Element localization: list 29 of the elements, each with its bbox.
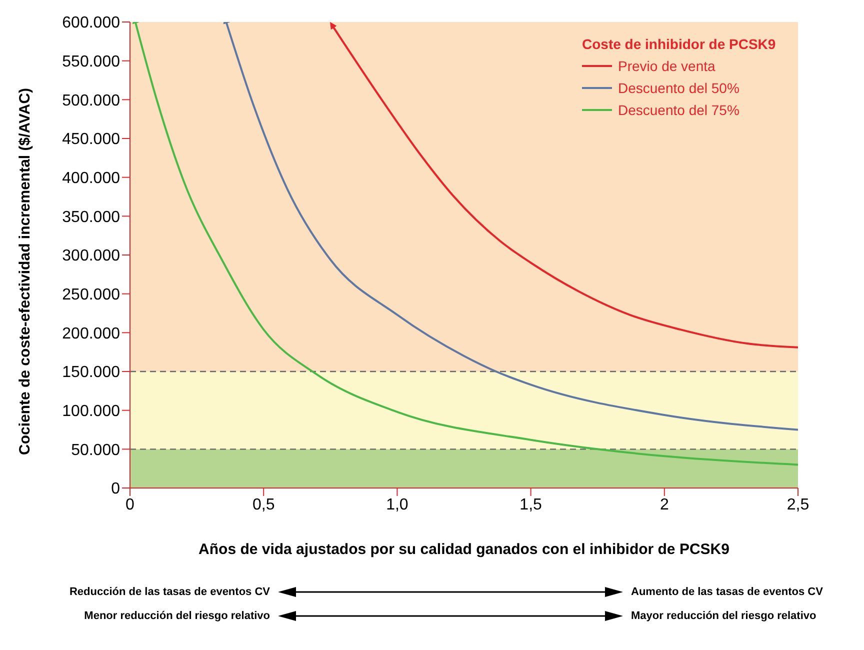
y-tick-label: 150.000 [62,364,120,382]
y-tick-label: 300.000 [62,248,120,265]
y-tick-label: 400.000 [62,170,120,188]
y-tick-label: 250.000 [62,286,120,304]
x-tick-label: 0,5 [252,496,275,514]
x-tick-label: 1,5 [520,496,542,514]
legend-label: Previo de venta [618,58,716,74]
x-tick-label: 2,5 [786,496,810,514]
y-tick-label: 600.000 [62,14,120,32]
y-tick-label: 500.000 [62,92,120,110]
x-tick-label: 0 [126,496,135,514]
y-tick-label: 200.000 [62,325,120,342]
y-tick-label: 0 [111,480,120,498]
legend-title: Coste de inhibidor de PCSK9 [582,36,776,52]
y-tick-label: 450.000 [62,131,120,148]
y-tick-label: 550.000 [62,54,120,71]
x-tick-label: 2 [660,496,669,514]
text: Reducción de las tasas de eventos CV [68,586,270,598]
y-axis-title: Cociente de coste-efectividad incremental ($/AVAC) [16,88,34,455]
text: Menor reducción del riesgo relativo [83,610,270,622]
y-tick-label: 350.000 [62,208,120,226]
y-tick-label: 100.000 [62,403,120,420]
x-tick-label: 1,0 [386,496,408,514]
legend-label: Descuento del 50% [618,80,740,96]
text: Aumento de las tasas de eventos CV [631,586,824,598]
y-tick-label: 50.000 [71,442,120,459]
x-axis-title: Años de vida ajustados por su calidad ganados con el inhibidor de PCSK9 [198,541,730,558]
legend-label: Descuento del 75% [618,102,740,118]
text: Mayor reducción del riesgo relativo [631,610,818,622]
